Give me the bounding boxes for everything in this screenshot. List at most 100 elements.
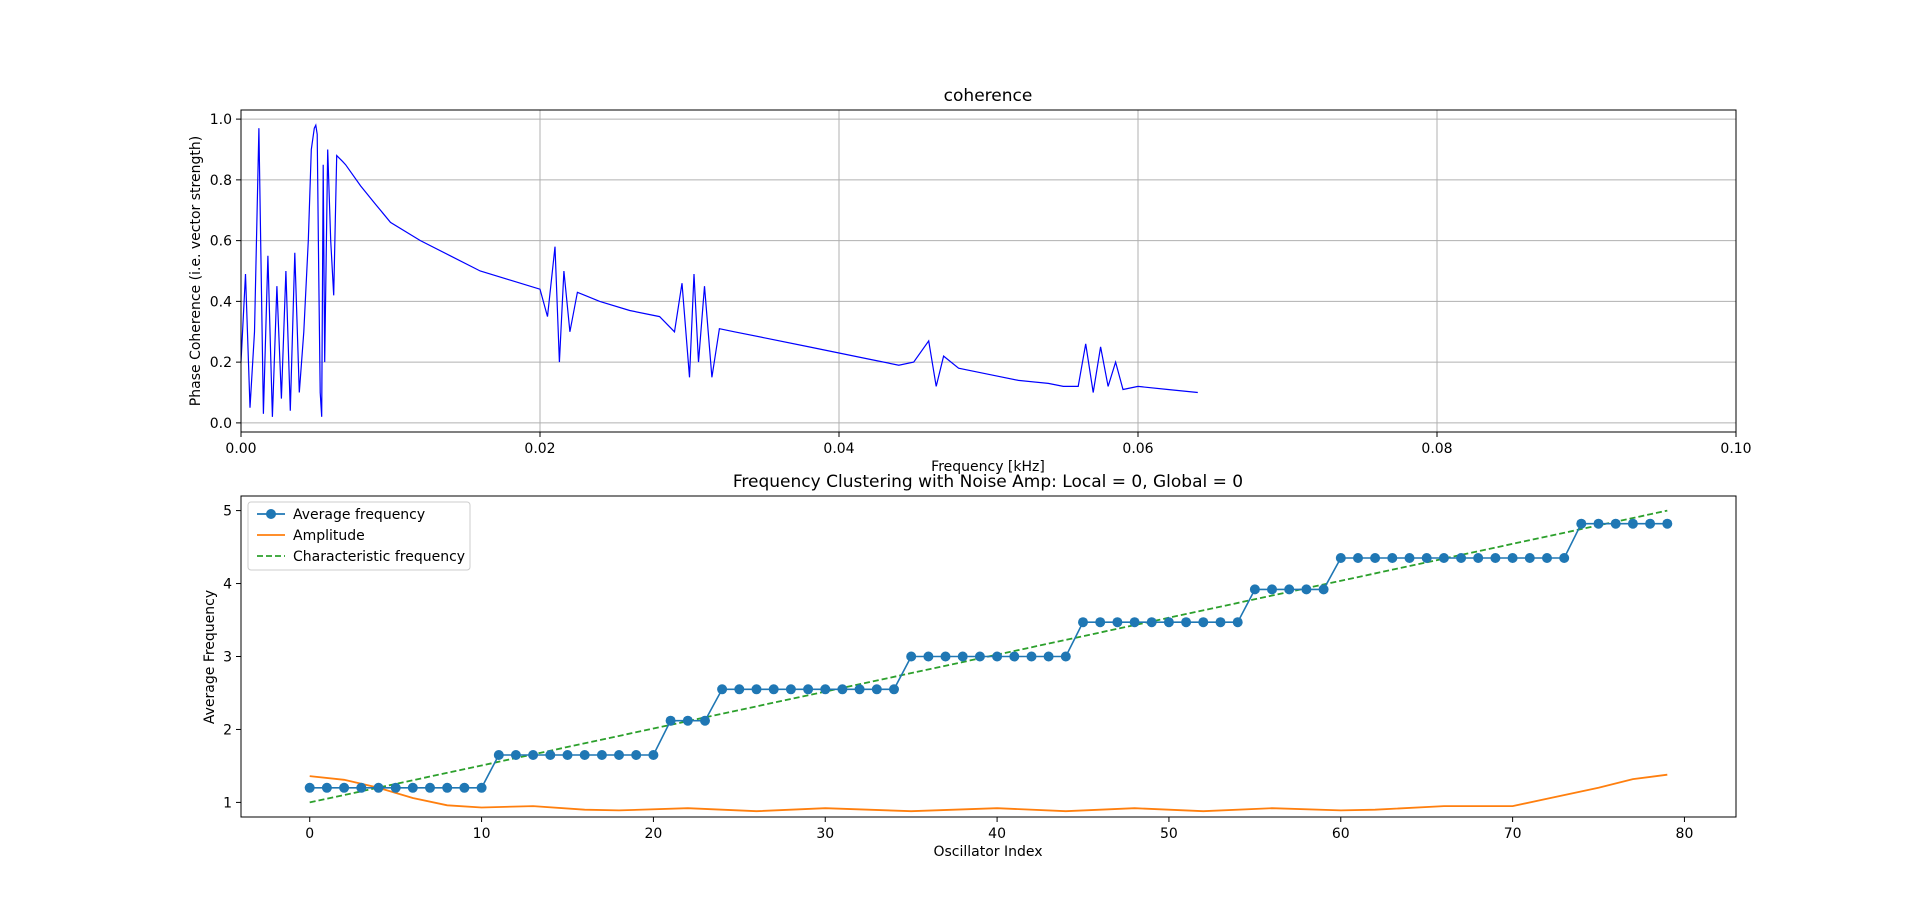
average-frequency-point	[768, 684, 779, 695]
average-frequency-point	[785, 684, 796, 695]
average-frequency-point	[1215, 617, 1226, 628]
average-frequency-point	[1387, 553, 1398, 563]
average-frequency-point	[1112, 617, 1123, 628]
clustering-chart: Frequency Clustering with Noise Amp: Loc…	[202, 472, 1737, 860]
legend-entry-characteristic-frequency: Characteristic frequency	[257, 549, 465, 565]
clustering-x-tick-label: 0	[305, 826, 314, 842]
average-frequency-point	[1060, 651, 1071, 662]
legend-marker-circle	[266, 509, 276, 519]
clustering-y-ticks: 1 2 3 4 5	[223, 504, 241, 811]
coherence-y-tick-label: 1.0	[210, 112, 232, 128]
average-frequency-point	[665, 715, 676, 726]
average-frequency-point	[425, 782, 435, 793]
coherence-y-tick-label: 0.6	[210, 234, 232, 250]
average-frequency-point	[1576, 518, 1587, 529]
coherence-y-ticks: 0.0 0.2 0.4 0.6 0.8 1.0	[210, 112, 241, 432]
clustering-x-tick-label: 50	[1160, 826, 1178, 842]
average-frequency-point	[1490, 553, 1501, 563]
average-frequency-point	[373, 782, 384, 793]
clustering-x-tick-label: 80	[1676, 826, 1694, 842]
average-frequency-point	[545, 750, 556, 760]
coherence-x-tick-label: 0.04	[823, 441, 854, 457]
average-frequency-point	[1232, 617, 1243, 628]
average-frequency-point	[648, 750, 659, 760]
coherence-x-tick-label: 0.02	[524, 441, 555, 457]
coherence-y-tick-label: 0.0	[210, 416, 232, 432]
average-frequency-point	[1438, 553, 1449, 563]
clustering-y-tick-label: 4	[223, 577, 232, 593]
clustering-x-tick-label: 40	[988, 826, 1006, 842]
clustering-x-tick-label: 10	[473, 826, 491, 842]
average-frequency-point	[1163, 617, 1174, 628]
average-frequency-point	[321, 782, 332, 793]
clustering-y-tick-label: 5	[223, 504, 232, 520]
average-frequency-point	[957, 651, 968, 662]
clustering-x-tick-label: 20	[644, 826, 662, 842]
average-frequency-point	[493, 750, 504, 760]
average-frequency-point	[1610, 518, 1621, 529]
clustering-x-tick-label: 60	[1332, 826, 1350, 842]
coherence-series-line	[240, 123, 1198, 417]
average-frequency-point	[906, 651, 917, 662]
legend: Average frequency Amplitude Characterist…	[247, 501, 471, 571]
coherence-x-tick-label: 0.10	[1720, 441, 1751, 457]
average-frequency-point	[854, 684, 865, 695]
clustering-y-tick-label: 2	[223, 722, 232, 738]
average-frequency-point	[1542, 553, 1552, 563]
average-frequency-point	[1627, 518, 1638, 529]
legend-box	[247, 501, 471, 571]
average-frequency-point	[1662, 518, 1673, 529]
average-frequency-point	[1473, 553, 1484, 563]
legend-label-characteristic-frequency: Characteristic frequency	[293, 549, 465, 565]
average-frequency-point	[510, 750, 521, 760]
average-frequency-point	[1009, 651, 1020, 662]
average-frequency-point	[1335, 553, 1346, 563]
average-frequency-point	[407, 782, 418, 793]
coherence-x-axis-label: Frequency [kHz]	[931, 459, 1045, 475]
average-frequency-point	[974, 651, 985, 662]
legend-entry-average-frequency: Average frequency	[257, 507, 425, 523]
legend-label-average-frequency: Average frequency	[293, 507, 425, 523]
average-frequency-point	[390, 782, 401, 793]
clustering-x-tick-label: 70	[1504, 826, 1522, 842]
average-frequency-point	[596, 750, 607, 760]
average-frequency-point	[631, 750, 642, 760]
coherence-x-tick-label: 0.06	[1122, 441, 1153, 457]
average-frequency-point	[1404, 553, 1415, 563]
coherence-chart: coherence 0.00 0.02 0.04 0.06 0.08 0.10 0.00.…	[188, 86, 1752, 475]
average-frequency-point	[1559, 553, 1570, 563]
average-frequency-point	[1078, 617, 1088, 628]
average-frequency-point	[1043, 651, 1054, 662]
average-frequency-point	[476, 782, 487, 793]
average-frequency-point	[579, 750, 590, 760]
average-frequency-point	[1421, 553, 1432, 563]
average-frequency-point	[1507, 553, 1518, 563]
average-frequency-point	[1095, 617, 1106, 628]
clustering-x-axis-label: Oscillator Index	[933, 844, 1042, 860]
average-frequency-point	[1524, 553, 1535, 563]
average-frequency-point	[1645, 518, 1656, 529]
clustering-x-tick-label: 30	[816, 826, 834, 842]
average-frequency-point	[751, 684, 762, 695]
average-frequency-point	[1146, 617, 1157, 628]
coherence-x-tick-label: 0.00	[225, 441, 256, 457]
coherence-y-tick-label: 0.8	[210, 173, 232, 189]
average-frequency-point	[889, 684, 899, 695]
average-frequency-point	[1026, 651, 1037, 662]
average-frequency-point	[1267, 584, 1277, 595]
coherence-y-axis-label: Phase Coherence (i.e. vector strength)	[188, 136, 204, 406]
average-frequency-point	[1129, 617, 1140, 628]
coherence-x-ticks: 0.00 0.02 0.04 0.06 0.08 0.10	[225, 432, 1752, 457]
coherence-y-tick-label: 0.2	[210, 355, 232, 371]
average-frequency-point	[1318, 584, 1329, 595]
average-frequency-point	[734, 684, 745, 695]
coherence-plot-frame	[240, 109, 1737, 433]
coherence-grid	[240, 110, 1737, 432]
average-frequency-point	[1456, 553, 1467, 563]
average-frequency-point	[356, 782, 367, 793]
average-frequency-line	[309, 522, 1668, 789]
clustering-title: Frequency Clustering with Noise Amp: Loc…	[733, 472, 1243, 492]
average-frequency-point	[803, 684, 814, 695]
average-frequency-point	[1370, 553, 1381, 563]
